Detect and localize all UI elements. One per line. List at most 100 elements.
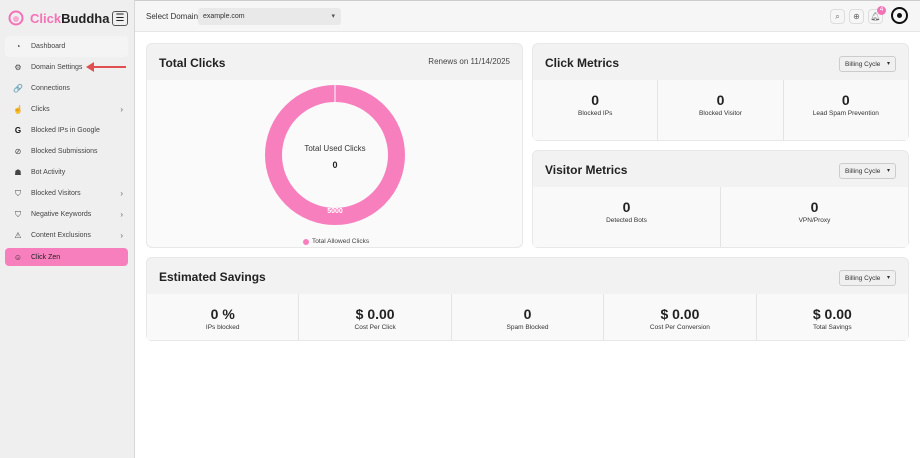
caret-down-icon: ▾ bbox=[886, 61, 890, 67]
bell-icon[interactable]: 🔔︎ bbox=[868, 9, 883, 24]
domain-select-value: example.com bbox=[203, 13, 245, 20]
search-icon[interactable]: ⌕ bbox=[830, 9, 845, 24]
billing-cycle-select[interactable]: Billing Cycle ▾ bbox=[839, 163, 896, 179]
metric-value: $ 0.00 bbox=[812, 306, 852, 322]
caret-down-icon: ▾ bbox=[886, 275, 890, 281]
billing-cycle-value: Billing Cycle bbox=[845, 275, 881, 282]
zen-icon: ☺ bbox=[13, 252, 23, 262]
metric-value: 0 bbox=[622, 199, 631, 215]
metric-spam-blocked: 0 Spam Blocked bbox=[451, 294, 605, 340]
domain-select[interactable]: example.com ▾ bbox=[198, 8, 341, 25]
metric-label: Detected Bots bbox=[606, 217, 647, 224]
metric-label: Cost Per Click bbox=[354, 324, 396, 331]
metric-label: Blocked Visitor bbox=[699, 110, 742, 117]
sidebar-item-label: Connections bbox=[31, 85, 70, 92]
metric-total-savings: $ 0.00 Total Savings bbox=[756, 294, 909, 340]
sidebar-item-label: Blocked IPs in Google bbox=[31, 127, 100, 134]
sidebar-item-domain-settings[interactable]: ⚙ Domain Settings bbox=[5, 57, 128, 78]
sidebar-item-blocked-ips-google[interactable]: G Blocked IPs in Google bbox=[5, 120, 128, 141]
metric-value: 0 bbox=[810, 199, 819, 215]
sidebar-item-blocked-submissions[interactable]: ⊘ Blocked Submissions bbox=[5, 141, 128, 162]
link-icon: 🔗 bbox=[13, 84, 23, 93]
red-arrow-annotation bbox=[86, 62, 126, 72]
caret-down-icon: ▾ bbox=[331, 13, 335, 20]
metric-value: 0 bbox=[523, 306, 532, 322]
click-metrics-card: Click Metrics Billing Cycle ▾ 0 Blocked IP… bbox=[532, 43, 909, 141]
sidebar-item-negative-keywords[interactable]: ⛉ Negative Keywords › bbox=[5, 204, 128, 225]
metrics-row: 0 % IPs blocked $ 0.00 Cost Per Click 0 Spa… bbox=[147, 294, 909, 340]
donut-center-label: Total Used Clicks bbox=[304, 144, 365, 153]
sidebar-item-label: Content Exclusions bbox=[31, 232, 91, 239]
ban-icon: ⊘ bbox=[14, 147, 22, 156]
select-domain-label: Select Domain bbox=[146, 12, 199, 21]
caret-down-icon: ▾ bbox=[886, 168, 890, 174]
sidebar-item-label: Click Zen bbox=[31, 253, 61, 261]
metric-blocked-visitor: 0 Blocked Visitor bbox=[658, 80, 784, 140]
metric-cost-per-click: $ 0.00 Cost Per Click bbox=[299, 294, 452, 340]
sidebar-item-blocked-visitors[interactable]: ⛉ Blocked Visitors › bbox=[5, 183, 128, 204]
gear-icon: ⚙ bbox=[14, 63, 22, 72]
sidebar-item-bot-activity[interactable]: ☗ Bot Activity bbox=[5, 162, 128, 183]
topbar: Select Domain example.com ▾ bbox=[135, 0, 920, 32]
legend-swatch bbox=[303, 238, 309, 245]
metric-value: $ 0.00 bbox=[660, 306, 700, 322]
metric-cost-per-conversion: $ 0.00 Cost Per Conversion bbox=[604, 294, 757, 340]
sidebar-item-dashboard[interactable]: ◔ Dashboard bbox=[5, 36, 128, 57]
metric-detected-bots: 0 Detected Bots bbox=[533, 187, 721, 247]
card-title: Estimated Savings bbox=[159, 270, 266, 284]
globe-icon[interactable]: ⊕ bbox=[849, 9, 864, 24]
shield-icon: ⛉ bbox=[15, 188, 21, 198]
sidebar-nav: ◔ Dashboard ⚙ Domain Settings 🔗 Connections… bbox=[5, 36, 128, 266]
brand-name-a: Click bbox=[30, 10, 62, 26]
menu-toggle-button[interactable]: ☰ bbox=[112, 11, 128, 26]
metric-value: 0 bbox=[716, 92, 725, 108]
dashboard-icon: ◔ bbox=[15, 42, 21, 51]
metric-label: Lead Spam Prevention bbox=[812, 110, 879, 117]
donut-area: Total Used Clicks 0 5000 bbox=[147, 80, 522, 247]
sidebar-item-label: Blocked Visitors bbox=[31, 190, 81, 197]
donut-slice-allowed[interactable] bbox=[265, 85, 405, 225]
chart-legend[interactable]: Total Allowed Clicks bbox=[303, 238, 369, 245]
sidebar-item-label: Domain Settings bbox=[31, 64, 83, 71]
billing-cycle-select[interactable]: Billing Cycle ▾ bbox=[839, 270, 896, 286]
metric-label: Total Savings bbox=[812, 324, 852, 331]
card-title: Click Metrics bbox=[545, 56, 620, 70]
logo[interactable]: ClickBuddha bbox=[8, 10, 109, 26]
visitor-metrics-card: Visitor Metrics Billing Cycle ▾ 0 Detected… bbox=[532, 150, 909, 248]
brand-name-b: Buddha bbox=[61, 10, 110, 26]
donut-chart: Total Used Clicks 0 5000 bbox=[265, 85, 405, 225]
metric-value: 0 % bbox=[210, 306, 235, 322]
chevron-right-icon: › bbox=[120, 105, 123, 114]
click-icon: ☝ bbox=[13, 105, 23, 114]
chevron-right-icon: › bbox=[120, 189, 123, 198]
buddha-logo-icon bbox=[8, 10, 24, 26]
sidebar-item-label: Blocked Submissions bbox=[31, 148, 98, 155]
chevron-right-icon: › bbox=[120, 231, 123, 240]
card-title: Visitor Metrics bbox=[545, 163, 628, 177]
sidebar-item-clicks[interactable]: ☝ Clicks › bbox=[5, 99, 128, 120]
metric-vpn-proxy: 0 VPN/Proxy bbox=[721, 187, 908, 247]
shield-alert-icon: ⛉ bbox=[15, 209, 21, 219]
total-clicks-card: Total Clicks Renews on 11/14/2025 Total … bbox=[146, 43, 523, 248]
metric-lead-spam: 0 Lead Spam Prevention bbox=[783, 80, 908, 140]
bot-icon: ☗ bbox=[14, 168, 22, 177]
sidebar-item-content-exclusions[interactable]: ⚠ Content Exclusions › bbox=[5, 225, 128, 246]
sidebar-item-connections[interactable]: 🔗 Connections bbox=[5, 78, 128, 99]
chevron-right-icon: › bbox=[120, 210, 123, 219]
metric-label: IPs blocked bbox=[205, 324, 240, 331]
billing-cycle-value: Billing Cycle bbox=[845, 168, 881, 175]
notification-badge: 4 bbox=[877, 6, 886, 15]
metrics-row: 0 Blocked IPs 0 Blocked Visitor 0 Lead Spam… bbox=[533, 80, 908, 140]
metric-label: Blocked IPs bbox=[578, 110, 613, 117]
metric-ips-blocked: 0 % IPs blocked bbox=[147, 294, 300, 340]
metric-label: Spam Blocked bbox=[506, 324, 549, 331]
user-avatar[interactable] bbox=[891, 7, 908, 24]
sidebar-item-click-zen[interactable]: ☺ Click Zen bbox=[5, 248, 128, 266]
warning-icon: ⚠ bbox=[14, 231, 22, 240]
sidebar-item-label: Negative Keywords bbox=[31, 211, 92, 218]
metric-value: $ 0.00 bbox=[355, 306, 395, 322]
billing-cycle-select[interactable]: Billing Cycle ▾ bbox=[839, 56, 896, 72]
renew-date: Renews on 11/14/2025 bbox=[428, 57, 510, 66]
sidebar-item-label: Dashboard bbox=[31, 43, 66, 50]
donut-used-value: 0 bbox=[332, 160, 337, 170]
